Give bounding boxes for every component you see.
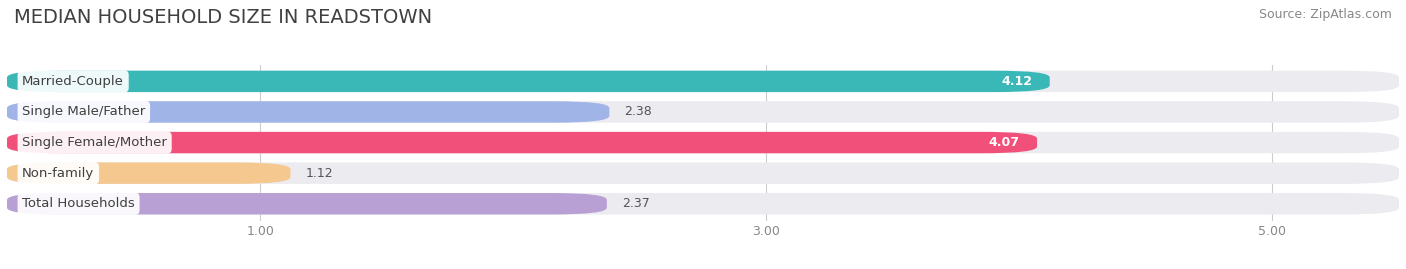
Text: 2.38: 2.38: [624, 105, 652, 118]
FancyBboxPatch shape: [7, 132, 1399, 153]
FancyBboxPatch shape: [7, 101, 609, 123]
Text: Source: ZipAtlas.com: Source: ZipAtlas.com: [1258, 8, 1392, 21]
FancyBboxPatch shape: [7, 193, 1399, 214]
FancyBboxPatch shape: [7, 132, 1038, 153]
Text: Single Female/Mother: Single Female/Mother: [22, 136, 167, 149]
Text: Married-Couple: Married-Couple: [22, 75, 124, 88]
FancyBboxPatch shape: [7, 71, 1399, 92]
Text: Non-family: Non-family: [22, 167, 94, 180]
Text: MEDIAN HOUSEHOLD SIZE IN READSTOWN: MEDIAN HOUSEHOLD SIZE IN READSTOWN: [14, 8, 432, 27]
Text: 4.07: 4.07: [988, 136, 1019, 149]
Text: Total Households: Total Households: [22, 197, 135, 210]
Text: 2.37: 2.37: [621, 197, 650, 210]
FancyBboxPatch shape: [7, 193, 607, 214]
FancyBboxPatch shape: [7, 71, 1050, 92]
FancyBboxPatch shape: [7, 101, 1399, 123]
Text: Single Male/Father: Single Male/Father: [22, 105, 145, 118]
Text: 4.12: 4.12: [1001, 75, 1032, 88]
FancyBboxPatch shape: [7, 162, 291, 184]
Text: 1.12: 1.12: [305, 167, 333, 180]
FancyBboxPatch shape: [7, 162, 1399, 184]
